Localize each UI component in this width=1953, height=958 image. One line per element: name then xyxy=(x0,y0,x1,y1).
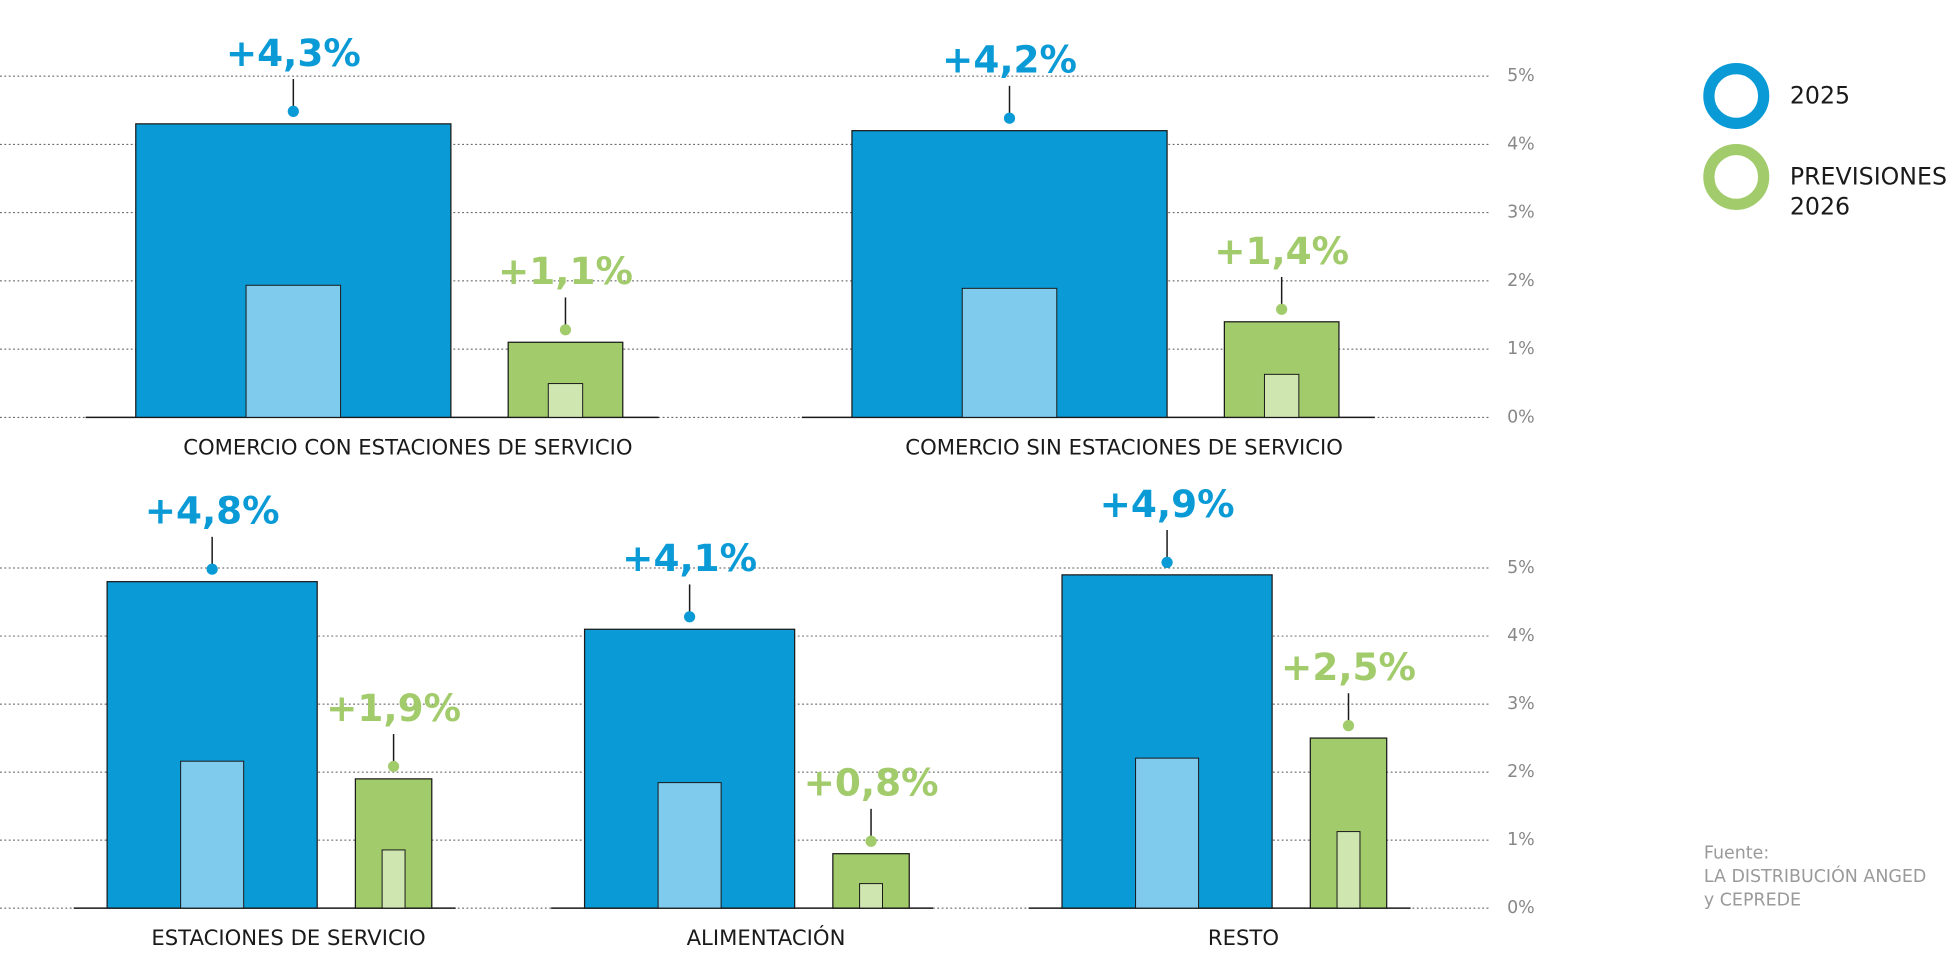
bar-detail xyxy=(1337,832,1360,909)
label-dot xyxy=(388,761,399,772)
source-line: y CEPREDE xyxy=(1704,889,1953,913)
x-tick-label: ALIMENTACIÓN xyxy=(687,925,846,950)
y-tick-label: 0% xyxy=(1507,407,1535,427)
page: {"chart_data": [ {"type": "bar", "catego… xyxy=(0,0,1953,958)
label-dot xyxy=(560,324,571,335)
source-line: Fuente: xyxy=(1704,842,1953,866)
label-dot xyxy=(1004,113,1015,124)
label-dot xyxy=(1343,720,1354,731)
legend-swatch xyxy=(1709,69,1764,124)
x-tick-label: RESTO xyxy=(1208,925,1279,950)
value-label: +1,4% xyxy=(1214,229,1349,273)
bar-detail xyxy=(860,884,883,908)
value-label: +2,5% xyxy=(1281,645,1416,689)
y-tick-label: 1% xyxy=(1507,339,1535,359)
y-tick-label: 2% xyxy=(1507,762,1535,782)
value-label: +0,8% xyxy=(804,761,939,805)
y-tick-label: 3% xyxy=(1507,694,1535,714)
label-dot xyxy=(207,564,218,575)
bar-detail xyxy=(1136,758,1199,908)
value-label: +4,9% xyxy=(1100,482,1235,526)
x-tick-label: COMERCIO SIN ESTACIONES DE SERVICIO xyxy=(905,434,1343,459)
y-tick-label: 1% xyxy=(1507,830,1535,850)
legend-label-box: PREVISIONES 2026 xyxy=(1790,162,1952,237)
label-dot xyxy=(1161,557,1172,568)
value-label: +1,1% xyxy=(498,249,633,293)
legend-swatch xyxy=(1709,150,1764,205)
x-tick-label: ESTACIONES DE SERVICIO xyxy=(151,925,425,950)
bar-detail xyxy=(548,384,582,418)
value-label: +4,8% xyxy=(145,489,280,533)
legend: 2025 PREVISIONES 2026 xyxy=(1709,69,1952,237)
x-tick-label: COMERCIO CON ESTACIONES DE SERVICIO xyxy=(183,434,632,459)
label-dot xyxy=(865,836,876,847)
y-tick-label: 3% xyxy=(1507,203,1535,223)
y-tick-label: 4% xyxy=(1507,134,1535,154)
bar-detail xyxy=(1264,374,1298,417)
value-label: +4,1% xyxy=(622,536,757,580)
bar-detail xyxy=(246,285,341,417)
value-label: +4,2% xyxy=(942,38,1077,82)
y-tick-label: 4% xyxy=(1507,626,1535,646)
value-label: +1,9% xyxy=(326,686,461,730)
source-line: LA DISTRIBUCIÓN ANGED xyxy=(1704,866,1953,890)
label-dot xyxy=(1276,304,1287,315)
y-tick-label: 5% xyxy=(1507,66,1535,86)
source: Fuente: LA DISTRIBUCIÓN ANGED y CEPREDE xyxy=(1704,842,1953,913)
label-dot xyxy=(288,106,299,117)
legend-label-box: 2025 xyxy=(1790,81,1952,156)
source-box: Fuente: LA DISTRIBUCIÓN ANGED y CEPREDE xyxy=(1704,842,1953,929)
chart: 2025 PREVISIONES 2026 Fuente: LA DISTRIBU… xyxy=(0,0,1953,958)
bar-detail xyxy=(658,783,721,908)
label-dot xyxy=(684,611,695,622)
legend-label: 2025 xyxy=(1790,81,1952,111)
y-tick-label: 2% xyxy=(1507,271,1535,291)
legend-label: PREVISIONES 2026 xyxy=(1790,162,1952,222)
bar-detail xyxy=(382,850,405,908)
bar-detail xyxy=(962,288,1057,417)
y-tick-label: 5% xyxy=(1507,558,1535,578)
bar-detail xyxy=(181,761,244,908)
y-tick-label: 0% xyxy=(1507,898,1535,918)
value-label: +4,3% xyxy=(226,31,361,75)
